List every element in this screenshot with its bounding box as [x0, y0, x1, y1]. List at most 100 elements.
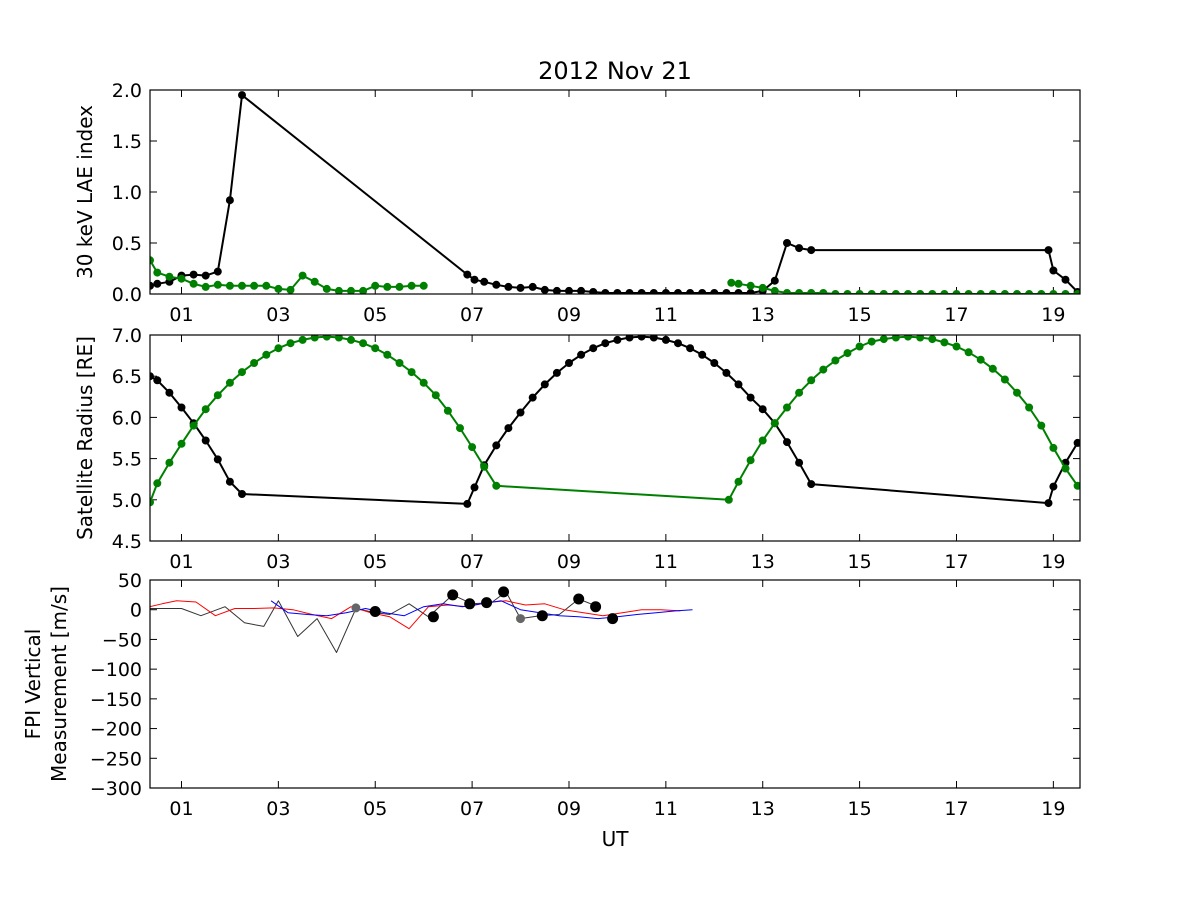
y-tick-label: −150: [90, 689, 142, 711]
data-point: [625, 289, 634, 294]
data-point: [758, 283, 767, 292]
data-point: [1044, 246, 1053, 255]
data-point: [213, 280, 222, 289]
data-point: [649, 289, 658, 294]
data-point: [819, 365, 828, 374]
data-point: [419, 378, 428, 387]
data-point: [150, 498, 154, 507]
data-point: [552, 368, 561, 377]
data-point: [746, 281, 755, 290]
data-point: [456, 424, 464, 433]
data-point: [286, 285, 295, 294]
data-point: [238, 368, 246, 377]
data-point: [1049, 290, 1058, 294]
data-point: [359, 339, 368, 348]
data-point: [698, 289, 707, 294]
data-point: [1061, 275, 1070, 284]
y-tick-label: 5.0: [112, 490, 142, 512]
data-point: [613, 289, 622, 294]
data-point: [322, 284, 331, 293]
y-tick-label: −250: [90, 748, 142, 770]
axes-frame: [149, 579, 1081, 789]
data-point: [649, 335, 658, 342]
data-point: [371, 344, 380, 353]
data-point: [891, 335, 900, 342]
data-point: [916, 290, 925, 294]
series-1: [150, 256, 428, 294]
x-tick-label: 19: [1041, 304, 1065, 326]
x-tick-label: 07: [460, 798, 484, 820]
y-axis-label: Satellite Radius [RE]: [73, 336, 97, 540]
data-point: [463, 270, 472, 279]
data-point: [976, 290, 985, 294]
data-point: [928, 290, 937, 294]
data-point: [988, 290, 997, 294]
data-point: [262, 350, 271, 359]
data-point: [976, 355, 985, 364]
data-point: [213, 391, 222, 400]
data-point: [661, 289, 670, 294]
series-line: [150, 94, 1079, 294]
data-point: [1061, 290, 1070, 294]
data-point: [1073, 290, 1080, 294]
series-1: [150, 335, 1080, 507]
data-point: [1049, 482, 1058, 491]
x-tick-label: 01: [169, 304, 193, 326]
y-tick-label: −100: [90, 659, 142, 681]
y-tick-label: 50: [118, 570, 142, 592]
x-tick-label: 19: [1041, 798, 1065, 820]
data-point: [795, 458, 804, 467]
data-point: [1025, 403, 1034, 412]
data-point: [225, 477, 234, 486]
x-axis-label: UT: [602, 827, 630, 851]
data-point: [177, 439, 186, 448]
data-point: [783, 403, 791, 412]
data-point: [674, 339, 682, 348]
figure-title: 2012 Nov 21: [538, 57, 692, 85]
data-point: [867, 337, 876, 346]
data-point: [698, 350, 707, 359]
data-point: [928, 335, 937, 344]
data-point: [940, 290, 949, 294]
data-point: [734, 380, 743, 389]
data-point: [1073, 438, 1080, 447]
data-point: [770, 419, 779, 428]
data-point: [1073, 481, 1080, 490]
x-tick-label: 03: [266, 798, 290, 820]
x-tick-label: 11: [654, 304, 678, 326]
data-point: [150, 372, 154, 381]
data-point: [153, 268, 162, 277]
data-point: [165, 458, 174, 467]
plot-area: [150, 335, 1080, 508]
data-point: [298, 335, 307, 344]
data-point: [831, 290, 840, 294]
data-point: [734, 289, 743, 294]
data-point: [589, 288, 598, 294]
data-point: [201, 271, 210, 280]
data-point: [710, 359, 719, 367]
data-point: [795, 289, 804, 294]
x-tick-label: 09: [557, 798, 581, 820]
data-point: [516, 283, 525, 292]
data-point: [770, 286, 779, 294]
data-point: [395, 359, 404, 367]
x-tick-label: 13: [751, 551, 775, 573]
data-point: [795, 388, 804, 397]
data-point: [783, 289, 791, 294]
data-point: [819, 289, 828, 294]
data-point: [552, 286, 561, 294]
data-point: [940, 338, 949, 347]
data-point: [746, 289, 755, 294]
data-point: [153, 376, 162, 385]
y-tick-label: −300: [90, 778, 142, 800]
x-tick-label: 17: [944, 551, 968, 573]
data-point: [855, 342, 864, 351]
data-point: [153, 479, 162, 488]
data-point: [590, 601, 602, 613]
data-point: [347, 286, 355, 294]
data-point: [783, 438, 791, 447]
data-point: [843, 290, 852, 294]
data-point: [528, 393, 537, 402]
data-point: [577, 286, 586, 294]
data-point: [625, 335, 634, 342]
